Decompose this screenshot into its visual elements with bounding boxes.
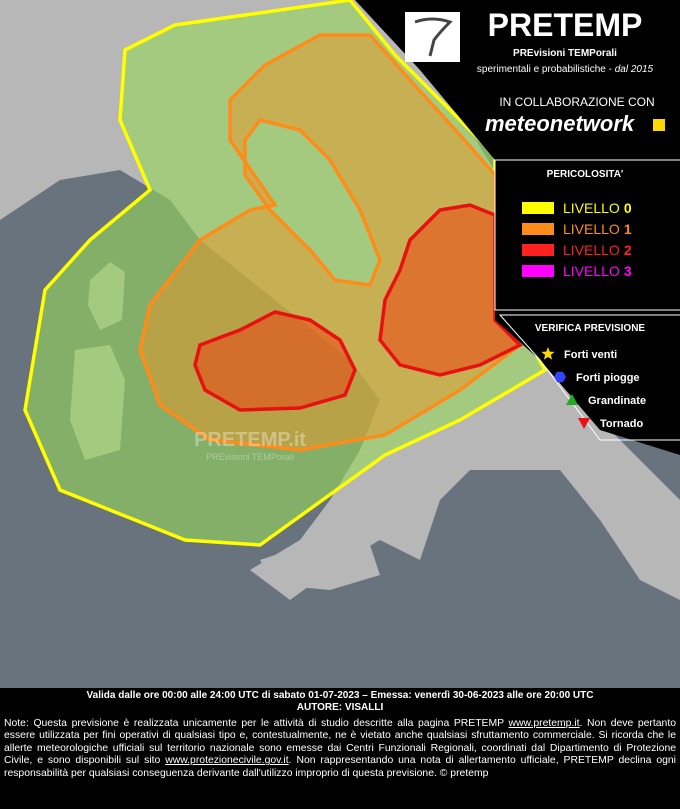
level-2-area <box>378 203 523 377</box>
tagline-text: sperimentali e probabilistiche - <box>477 64 615 75</box>
since: dal 2015 <box>615 64 654 75</box>
symbol <box>541 347 555 360</box>
level-label: LIVELLO 1 <box>563 221 632 237</box>
verification-label: Forti venti <box>564 349 617 361</box>
legend-title: PERICOLOSITA' <box>547 169 624 180</box>
footer: Valida dalle ore 00:00 alle 24:00 UTC di… <box>0 688 680 809</box>
title: PRETEMP <box>488 7 643 43</box>
level-swatch <box>522 244 554 256</box>
level-number: 1 <box>624 221 632 237</box>
level-swatch <box>522 223 554 235</box>
map: PRETEMP PREvisioni TEMPorali sperimental… <box>0 0 680 688</box>
level-number: 0 <box>624 200 632 216</box>
verification-label: Forti piogge <box>576 372 640 384</box>
validity: Valida dalle ore 00:00 alle 24:00 UTC di… <box>86 690 594 701</box>
link[interactable]: www.protezionecivile.gov.it <box>165 755 289 767</box>
verification-label: Tornado <box>600 418 643 430</box>
note-text: Note: Questa previsione è realizzata uni… <box>4 718 509 729</box>
note-text: . Non deve pertanto essere utilizzata pe… <box>4 718 676 767</box>
verification-box <box>498 314 680 441</box>
symbol <box>578 418 590 429</box>
watermark-title: PRETEMP.it <box>194 429 306 451</box>
level-text: LIVELLO <box>563 242 620 258</box>
level-number: 2 <box>624 242 632 258</box>
legend-panel <box>355 0 680 455</box>
level-text: LIVELLO <box>563 263 620 279</box>
legend-box <box>494 159 680 311</box>
level-2-area <box>193 310 357 412</box>
subtitle: PREvisioni TEMPorali <box>513 48 617 59</box>
link[interactable]: www.pretemp.it <box>508 718 580 729</box>
verification-label: Grandinate <box>588 395 646 407</box>
level-label: LIVELLO 0 <box>563 200 632 216</box>
collaboration: IN COLLABORAZIONE CON <box>499 95 654 109</box>
level-text: LIVELLO <box>563 200 620 216</box>
partner-logo <box>653 119 665 131</box>
level-number: 3 <box>624 263 632 279</box>
symbol <box>554 371 566 383</box>
note: Note: Questa previsione è realizzata uni… <box>0 714 680 780</box>
author: AUTORE: VISALLI <box>296 702 384 713</box>
level-swatch <box>522 202 554 214</box>
symbol <box>566 394 578 405</box>
level-swatch <box>522 265 554 277</box>
partner: meteonetwork <box>485 111 636 136</box>
level-label: LIVELLO 3 <box>563 263 632 279</box>
tagline: sperimentali e probabilistiche - dal 201… <box>477 64 654 75</box>
watermark-subtitle: PREvisioni TEMPorali <box>206 452 294 462</box>
note-text: . Non rappresentando una nota di allerta… <box>4 755 676 779</box>
tornado-icon <box>414 17 453 57</box>
verification-title: VERIFICA PREVISIONE <box>535 323 646 334</box>
level-text: LIVELLO <box>563 221 620 237</box>
level-label: LIVELLO 2 <box>563 242 632 258</box>
verification-items: Forti venti Forti piogge Grandinate Tornado <box>541 347 646 430</box>
